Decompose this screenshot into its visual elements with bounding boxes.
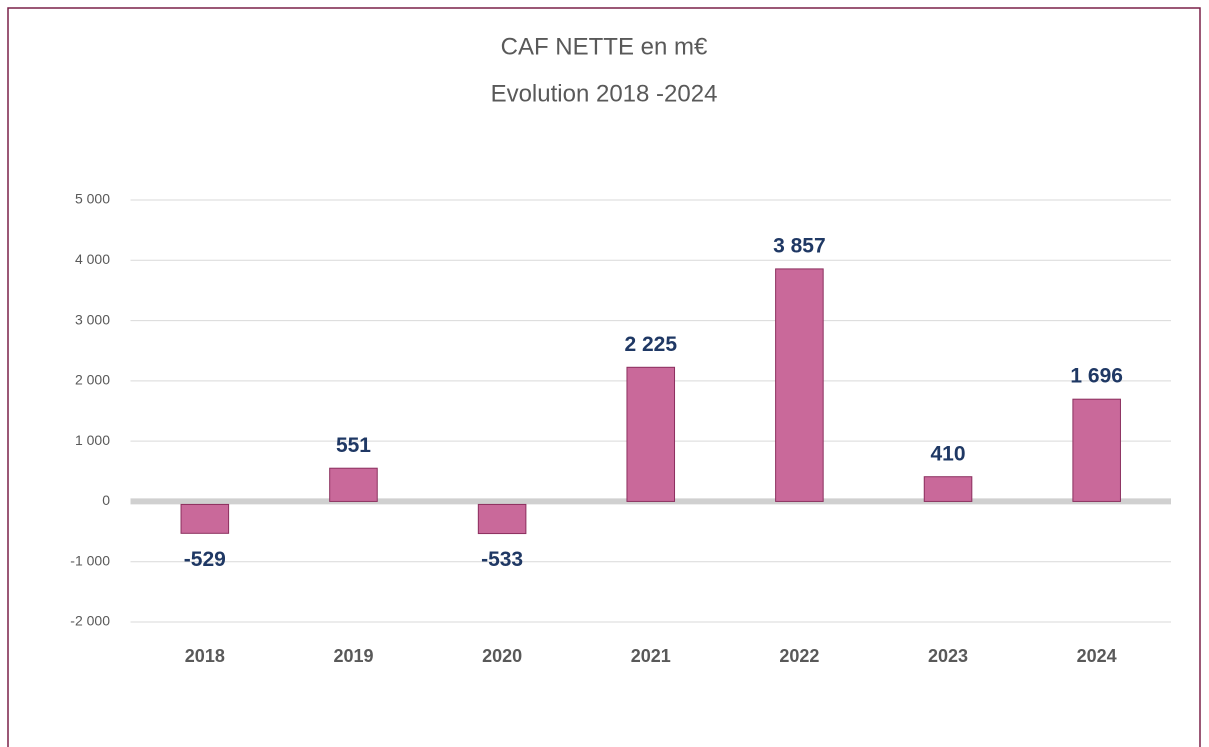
x-tick-label: 2018: [185, 646, 225, 666]
chart-subtitle: Evolution 2018 -2024: [491, 80, 718, 107]
bar: [775, 268, 824, 502]
data-label: 551: [336, 434, 371, 457]
bar: [180, 503, 230, 534]
bar: [477, 503, 527, 535]
bar: [1072, 398, 1121, 502]
data-label: -533: [481, 548, 523, 571]
data-label: 1 696: [1070, 365, 1123, 388]
x-tick-label: 2021: [631, 646, 671, 666]
bar: [626, 366, 676, 502]
chart-title: CAF NETTE en m€: [501, 33, 708, 60]
x-tick-label: 2020: [482, 646, 522, 666]
y-tick-label: -1 000: [70, 552, 110, 568]
x-tick-label: 2024: [1077, 646, 1117, 666]
x-tick-label: 2019: [333, 646, 373, 666]
bar: [923, 476, 973, 502]
chart-frame: [7, 7, 1201, 747]
y-tick-label: 3 000: [75, 311, 110, 327]
y-tick-label: -2 000: [70, 613, 110, 629]
y-tick-label: 5 000: [75, 191, 110, 207]
data-label: 2 225: [624, 333, 677, 356]
y-tick-label: 1 000: [75, 432, 110, 448]
bar: [329, 467, 378, 502]
y-tick-label: 0: [102, 492, 110, 508]
data-label: 3 857: [773, 234, 826, 257]
data-label: 410: [931, 442, 966, 465]
y-tick-label: 2 000: [75, 372, 110, 388]
x-tick-label: 2022: [779, 646, 819, 666]
x-tick-label: 2023: [928, 646, 968, 666]
y-tick-label: 4 000: [75, 251, 110, 267]
data-label: -529: [184, 548, 226, 571]
